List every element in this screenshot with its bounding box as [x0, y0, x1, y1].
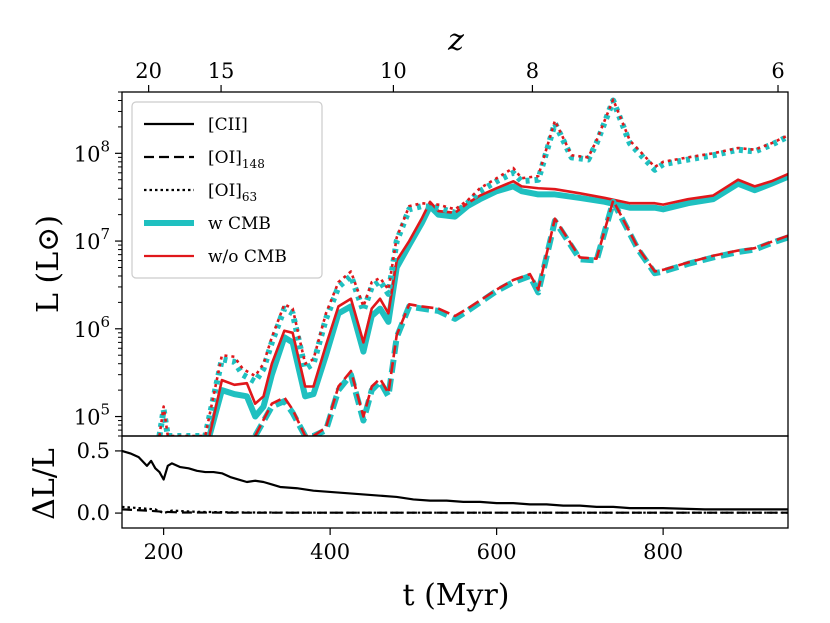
series-oi-63-w-cmb: [156, 97, 788, 436]
bottom-panel-frame: [121, 435, 789, 529]
delta-series-cii: [122, 449, 788, 511]
legend-label-w-o-cmb: w/o CMB: [208, 247, 287, 267]
z-tick-label: 15: [208, 59, 235, 83]
x-tick-label-600: 600: [477, 540, 517, 564]
delta-axis-label: ΔL/L: [27, 448, 62, 520]
legend: [CII] [OI]148 [OI]63 w CMB w/o CMB: [131, 101, 323, 279]
top-panel-series: [156, 97, 788, 436]
series-oi-148-w-o-cmb: [254, 199, 788, 436]
z-tick-label: 10: [380, 59, 407, 83]
legend-label-oi-148: [OI]148: [208, 148, 265, 171]
y-axis-label: L (L⊙): [31, 215, 66, 313]
y-tick-label: 105: [74, 401, 110, 430]
y-tick-label: 107: [74, 225, 110, 254]
series-cii-w-cmb: [206, 174, 788, 436]
y-tick-label: 106: [74, 313, 110, 342]
legend-label-oi-63: [OI]63: [208, 181, 257, 204]
delta-series-oi-63: [122, 505, 788, 515]
x-tick-label-800: 800: [643, 540, 683, 564]
x-tick-label-200: 200: [144, 540, 184, 564]
delta-y-tick-label: 0.5: [77, 439, 110, 463]
delta-y-tick-label: 0.0: [77, 501, 110, 525]
y-tick-label: 108: [74, 137, 110, 166]
legend-label-cii: [CII]: [208, 115, 248, 135]
bottom-panel-series: [122, 449, 788, 515]
z-tick-label: 8: [526, 59, 539, 83]
z-tick-label: 6: [771, 59, 784, 83]
delta-series-oi-148: [122, 508, 788, 514]
series-oi-63-w-o-cmb: [158, 98, 788, 436]
legend-box: [131, 101, 323, 279]
z-tick-label: 20: [135, 59, 162, 83]
series-cii-w-o-cmb: [208, 172, 788, 436]
x-axis-label: t (Myr): [402, 578, 509, 613]
z-axis-label: z: [447, 23, 464, 58]
x-tick-label-400: 400: [310, 540, 350, 564]
legend-label-w-cmb: w CMB: [208, 214, 271, 234]
